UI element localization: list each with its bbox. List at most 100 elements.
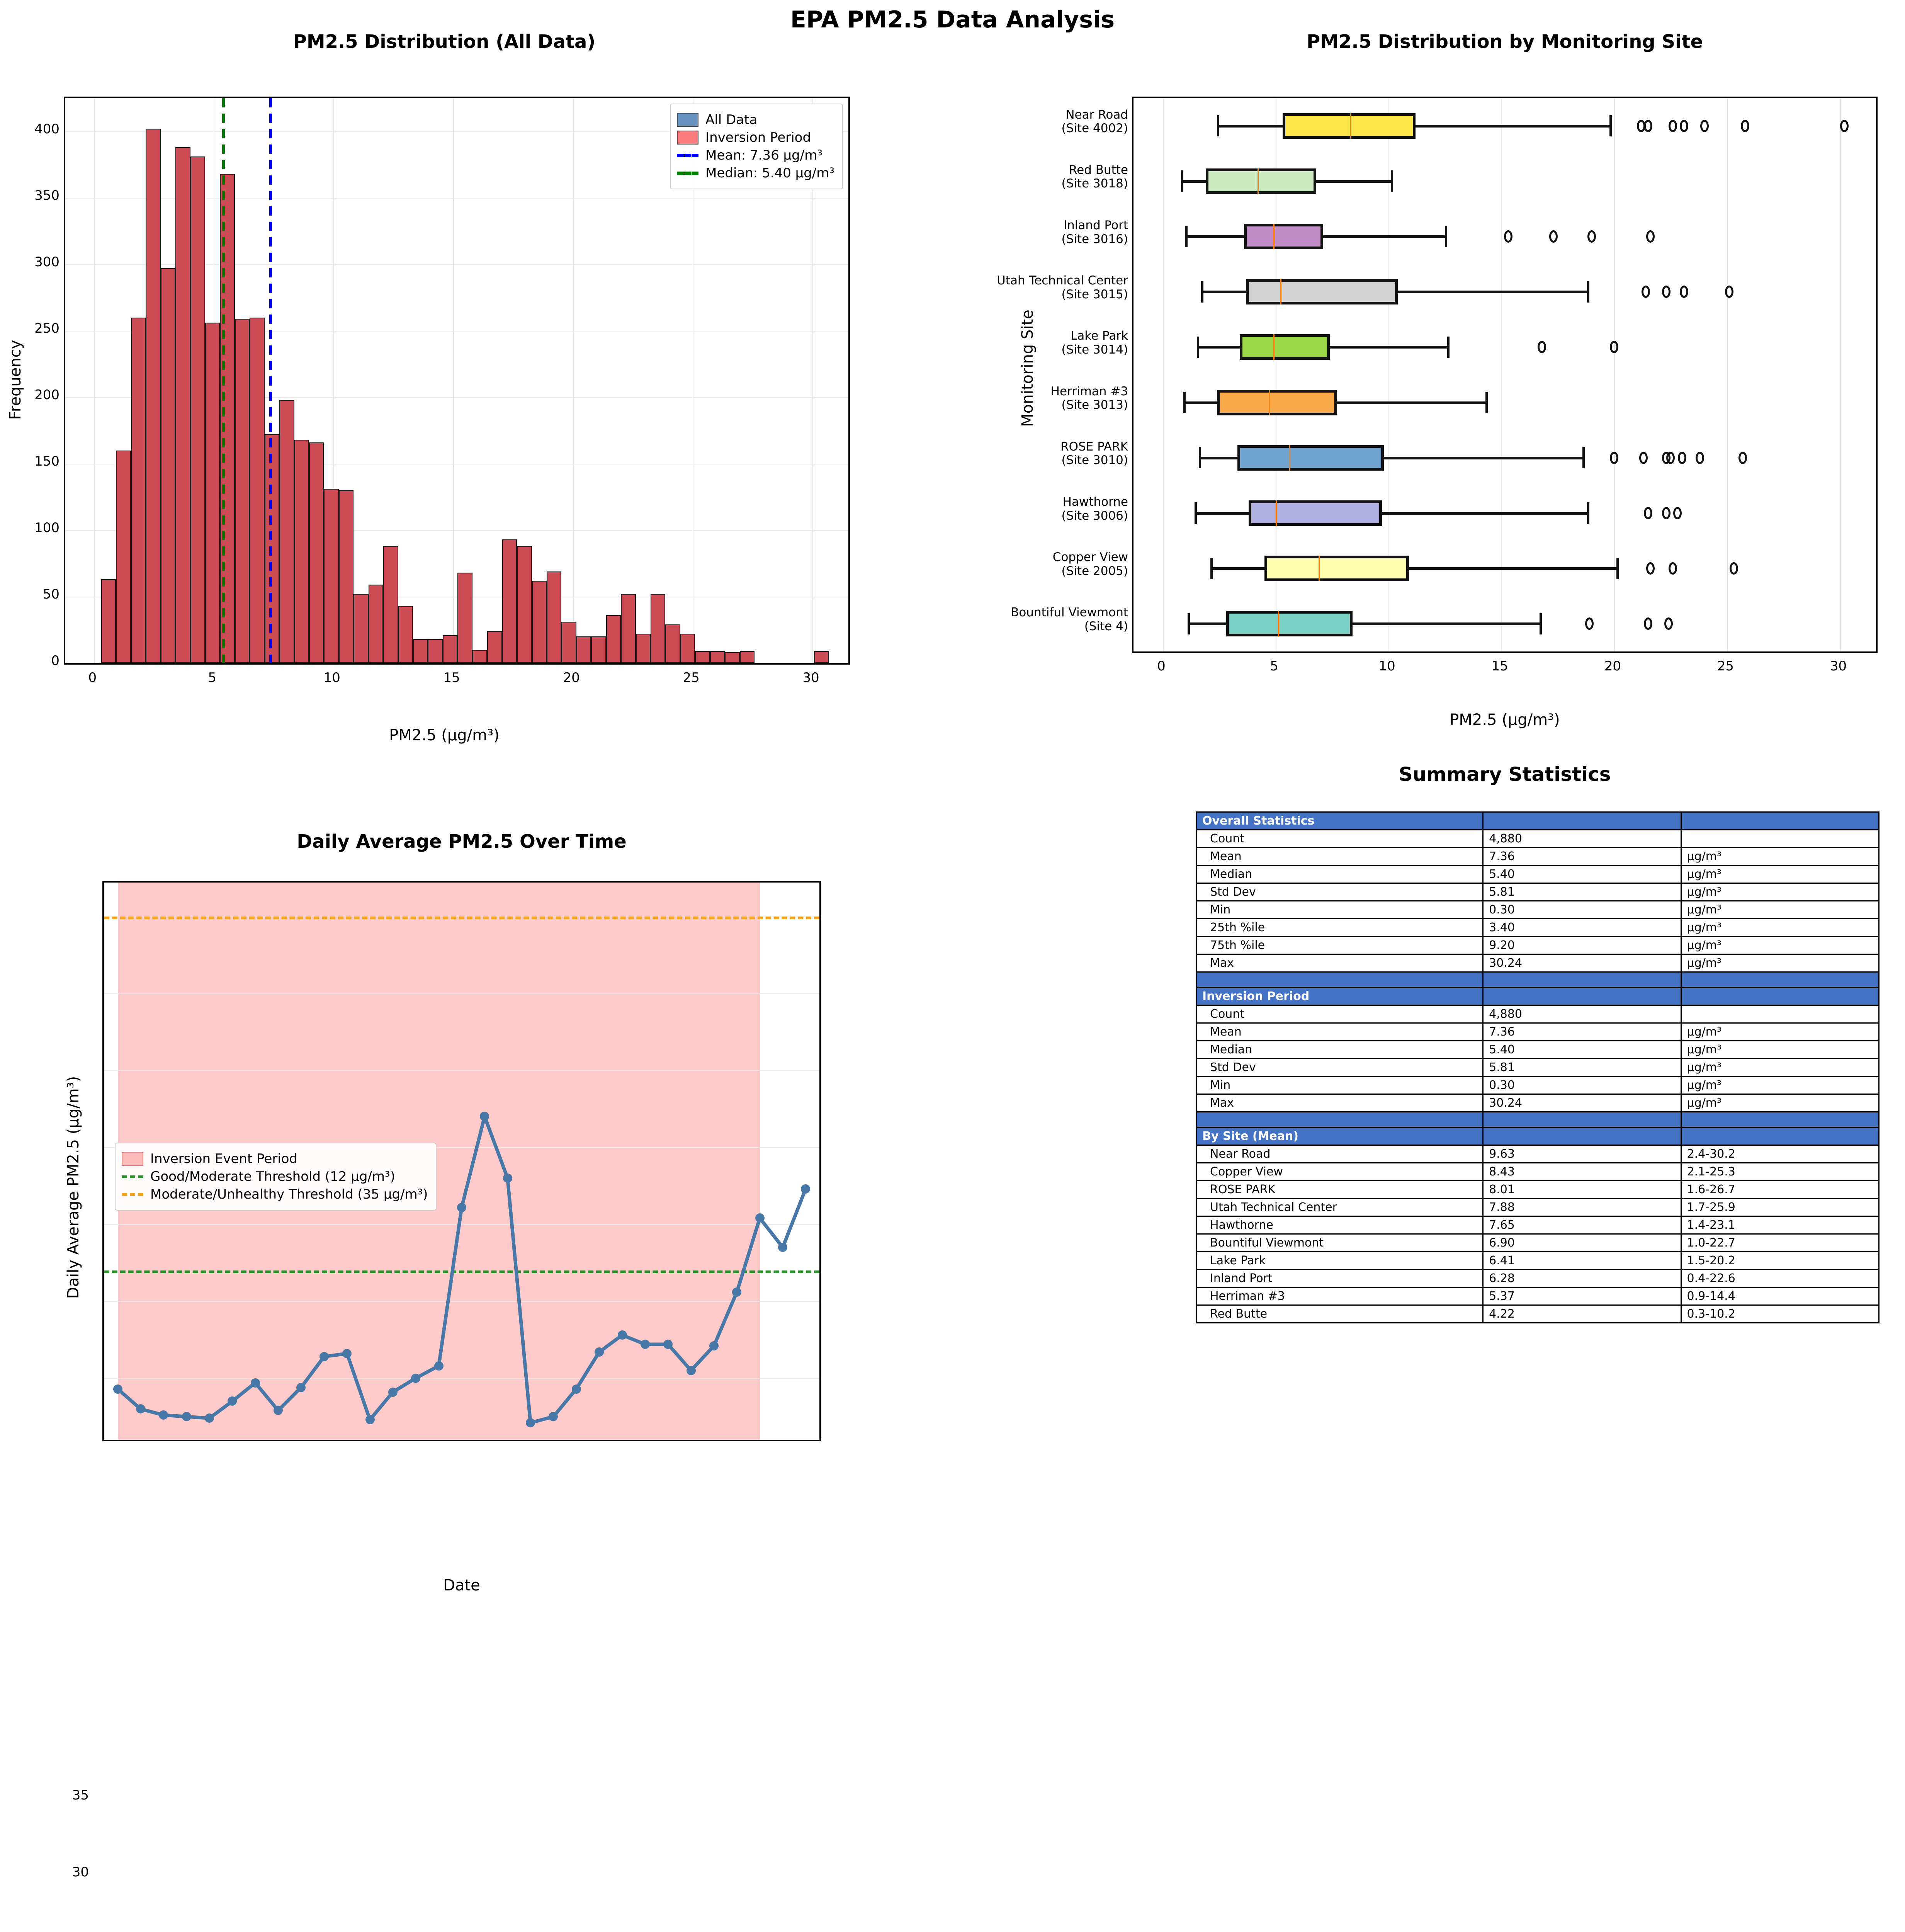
boxplot-cap-low xyxy=(1181,170,1183,192)
histogram-xtick: 30 xyxy=(802,670,819,685)
histogram-gridline-v xyxy=(94,98,95,663)
boxplot-cap-low xyxy=(1185,226,1188,247)
table-cell-label: Min xyxy=(1195,900,1484,919)
table-cell-label: Mean xyxy=(1195,847,1484,866)
boxplot-whisker-high xyxy=(1316,180,1393,183)
table-cell-unit: µg/m³ xyxy=(1680,900,1880,919)
boxplot-box[interactable] xyxy=(1282,113,1416,139)
boxplot-xtick: 30 xyxy=(1830,658,1847,674)
histogram-bar xyxy=(695,651,710,663)
histogram-bar xyxy=(146,129,161,663)
boxplot-median xyxy=(1319,556,1320,582)
legend-swatch xyxy=(677,113,699,127)
boxplot-box[interactable] xyxy=(1246,279,1398,305)
boxplot-flier xyxy=(1643,119,1652,132)
legend-item: All Data xyxy=(677,112,834,128)
boxplot-site-label: Copper View (Site 2005) xyxy=(896,551,1128,578)
histogram-plot-area: All Data Inversion Period Mean: 7.36 µg/m³… xyxy=(64,97,850,665)
histogram-bar xyxy=(546,571,562,663)
timeseries-gridline-h xyxy=(104,993,819,994)
boxplot-whisker-low xyxy=(1185,235,1244,238)
histogram-bar xyxy=(650,594,666,663)
boxplot-box[interactable] xyxy=(1226,611,1353,637)
histogram-xtick: 25 xyxy=(683,670,700,685)
boxplot-flier xyxy=(1696,451,1704,464)
histogram-gridline-h xyxy=(65,530,848,531)
table-row: Inland Port 6.28 0.4-22.6 xyxy=(1195,1269,1880,1288)
legend-item: Good/Moderate Threshold (12 µg/m³) xyxy=(122,1169,428,1184)
boxplot-site-label: Inland Port (Site 3016) xyxy=(896,218,1128,246)
histogram-bar xyxy=(561,622,576,663)
boxplot-flier xyxy=(1643,507,1652,519)
boxplot-box[interactable] xyxy=(1244,224,1323,249)
table-cell-value: 6.90 xyxy=(1482,1233,1682,1252)
histogram-bar xyxy=(428,639,443,663)
boxplot-flier xyxy=(1662,507,1670,519)
table-cell-unit: µg/m³ xyxy=(1680,1040,1880,1059)
histogram-gridline-v xyxy=(573,98,574,663)
boxplot-box[interactable] xyxy=(1205,168,1317,194)
table-section-title: By Site (Mean) xyxy=(1195,1127,1484,1146)
boxplot-cap-high xyxy=(1582,447,1585,469)
summary-statistics-table: Overall Statistics Count 4,880 Mean 7.36 µg/m… xyxy=(1195,811,1880,1323)
boxplot-flier xyxy=(1700,119,1709,132)
table-header-cell xyxy=(1680,1127,1880,1146)
boxplot-box[interactable] xyxy=(1248,500,1382,526)
boxplot-cap-low xyxy=(1196,336,1199,358)
boxplot-box[interactable] xyxy=(1237,445,1384,471)
histogram-xaxis-title: PM2.5 (µg/m³) xyxy=(389,726,500,744)
table-row: Hawthorne 7.65 1.4-23.1 xyxy=(1195,1216,1880,1235)
boxplot-cap-high xyxy=(1390,170,1393,192)
table-cell-label: Mean xyxy=(1195,1022,1484,1041)
boxplot-site-id: (Site 3018) xyxy=(1061,177,1128,191)
timeseries-gridline-h xyxy=(104,1070,819,1071)
boxplot-flier xyxy=(1669,562,1677,575)
dashboard-root: EPA PM2.5 Data Analysis PM2.5 Distributi… xyxy=(7,6,1880,1880)
histogram-bar xyxy=(250,317,265,663)
boxplot-whisker-low xyxy=(1181,180,1206,183)
boxplot-site-name: Red Butte xyxy=(1069,163,1128,177)
table-cell-unit: 2.4-30.2 xyxy=(1680,1145,1880,1163)
boxplot-cap-low xyxy=(1199,447,1201,469)
histogram-bar xyxy=(680,634,695,663)
timeseries-gridline-h xyxy=(104,1147,819,1148)
boxplot-box[interactable] xyxy=(1217,389,1337,415)
table-cell-value: 4,880 xyxy=(1482,1005,1682,1024)
table-cell-unit: 1.7-25.9 xyxy=(1680,1198,1880,1217)
table-cell-label: Inland Port xyxy=(1195,1269,1484,1288)
boxplot-whisker-low xyxy=(1217,124,1283,128)
table-row: Mean 7.36 µg/m³ xyxy=(1195,847,1880,866)
histogram-bar xyxy=(383,546,398,663)
table-cell-label: Lake Park xyxy=(1195,1251,1484,1270)
histogram-bar xyxy=(324,489,339,663)
timeseries-point xyxy=(113,1384,122,1394)
boxplot-flier xyxy=(1504,230,1512,243)
boxplot-flier xyxy=(1587,230,1596,243)
histogram-bar xyxy=(116,450,131,663)
histogram-title: PM2.5 Distribution (All Data) xyxy=(293,31,596,53)
table-cell-unit: µg/m³ xyxy=(1680,847,1880,866)
boxplot-whisker-high xyxy=(1384,456,1585,459)
histogram-bar xyxy=(502,539,517,663)
boxplot-title: PM2.5 Distribution by Monitoring Site xyxy=(1307,31,1703,53)
boxplot-cap-low xyxy=(1188,613,1190,635)
table-cell-unit: µg/m³ xyxy=(1680,918,1880,937)
boxplot-flier xyxy=(1729,562,1738,575)
boxplot-site-label: ROSE PARK (Site 3010) xyxy=(896,440,1128,468)
table-cell-unit: 0.9-14.4 xyxy=(1680,1287,1880,1306)
boxplot-xtick: 25 xyxy=(1717,658,1734,674)
boxplot-whisker-low xyxy=(1199,456,1237,459)
boxplot-flier xyxy=(1666,451,1675,464)
boxplot-box[interactable] xyxy=(1239,334,1330,360)
table-cell-label: ROSE PARK xyxy=(1195,1180,1484,1199)
table-header-cell xyxy=(1680,987,1880,1006)
boxplot-box[interactable] xyxy=(1264,556,1409,582)
histogram-gridline-v xyxy=(812,98,814,663)
legend-item: Moderate/Unhealthy Threshold (35 µg/m³) xyxy=(122,1187,428,1202)
table-row: Utah Technical Center 7.88 1.7-25.9 xyxy=(1195,1198,1880,1217)
table-row: 75th %ile 9.20 µg/m³ xyxy=(1195,936,1880,955)
histogram-bar xyxy=(160,268,176,663)
boxplot-whisker-high xyxy=(1409,567,1619,570)
boxplot-xtick: 20 xyxy=(1604,658,1621,674)
table-row: Max 30.24 µg/m³ xyxy=(1195,954,1880,973)
